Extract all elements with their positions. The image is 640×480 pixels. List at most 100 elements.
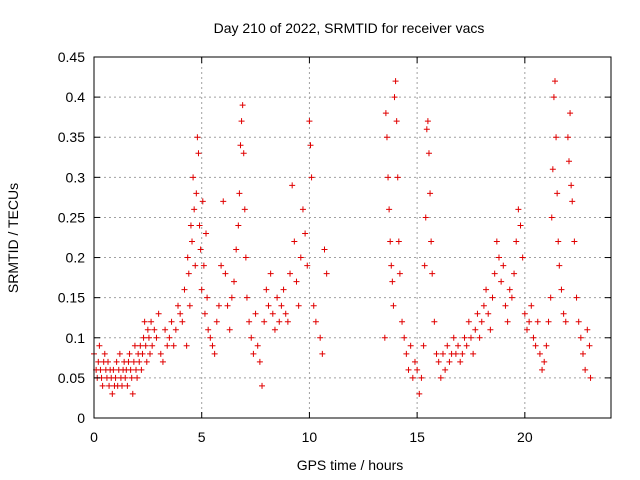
data-point xyxy=(450,334,457,341)
data-point xyxy=(166,334,173,341)
data-point xyxy=(528,302,535,309)
data-point xyxy=(431,318,438,325)
chart-title: Day 210 of 2022, SRMTID for receiver vac… xyxy=(214,20,485,36)
data-point xyxy=(418,374,425,381)
data-point xyxy=(405,366,412,373)
data-point xyxy=(562,318,569,325)
data-point xyxy=(243,294,250,301)
data-point xyxy=(295,302,302,309)
data-point xyxy=(127,366,134,373)
data-point xyxy=(256,358,263,365)
data-point xyxy=(577,334,584,341)
data-point xyxy=(110,366,117,373)
data-point xyxy=(381,334,388,341)
data-point xyxy=(129,390,136,397)
data-point xyxy=(575,318,582,325)
data-point xyxy=(122,374,129,381)
data-point xyxy=(198,286,205,293)
data-point xyxy=(536,350,543,357)
data-point xyxy=(199,198,206,205)
data-point xyxy=(467,334,474,341)
data-point xyxy=(282,310,289,317)
data-point xyxy=(569,198,576,205)
data-point xyxy=(196,222,203,229)
data-point xyxy=(495,254,502,261)
data-point xyxy=(394,174,401,181)
data-point xyxy=(222,270,229,277)
y-tick-label: 0.1 xyxy=(66,330,86,346)
data-point xyxy=(271,326,278,333)
data-point xyxy=(278,302,285,309)
data-point xyxy=(238,118,245,125)
data-point xyxy=(207,334,214,341)
data-point xyxy=(189,238,196,245)
data-point xyxy=(149,342,156,349)
data-point xyxy=(382,110,389,117)
data-point xyxy=(155,310,162,317)
data-point xyxy=(226,326,233,333)
data-point xyxy=(584,326,591,333)
data-point xyxy=(399,318,406,325)
data-point xyxy=(555,238,562,245)
data-point xyxy=(455,342,462,349)
data-point xyxy=(560,310,567,317)
data-point xyxy=(140,334,147,341)
data-point xyxy=(265,302,272,309)
data-point xyxy=(124,382,131,389)
data-point xyxy=(175,302,182,309)
data-point xyxy=(548,214,555,221)
data-point xyxy=(287,270,294,277)
data-point xyxy=(551,78,558,85)
data-point xyxy=(261,318,268,325)
data-point xyxy=(293,278,300,285)
data-point xyxy=(461,334,468,341)
data-point xyxy=(487,326,494,333)
data-point xyxy=(421,262,428,269)
data-point xyxy=(242,254,249,261)
data-point xyxy=(465,318,472,325)
data-point xyxy=(267,270,274,277)
data-point xyxy=(534,318,541,325)
data-point xyxy=(125,358,132,365)
data-point xyxy=(498,278,505,285)
data-point xyxy=(259,382,266,389)
data-point xyxy=(195,150,202,157)
y-tick-label: 0.45 xyxy=(58,49,85,65)
data-point xyxy=(113,358,120,365)
x-axis-label: GPS time / hours xyxy=(297,457,404,473)
data-point xyxy=(428,238,435,245)
data-point xyxy=(248,334,255,341)
data-point xyxy=(391,94,398,101)
data-point xyxy=(159,358,166,365)
data-point xyxy=(491,270,498,277)
data-point xyxy=(201,310,208,317)
data-point xyxy=(532,342,539,349)
grid-lines xyxy=(94,57,611,418)
data-point xyxy=(423,126,430,133)
data-point xyxy=(416,390,423,397)
y-tick-label: 0 xyxy=(77,410,85,426)
data-point xyxy=(321,246,328,253)
y-axis-label: SRMTID / TECUs xyxy=(5,183,21,293)
data-point xyxy=(409,374,416,381)
data-point xyxy=(133,366,140,373)
data-point xyxy=(420,342,427,349)
x-tick-label: 10 xyxy=(302,429,318,445)
data-point xyxy=(478,318,485,325)
data-point xyxy=(556,262,563,269)
data-point xyxy=(231,278,238,285)
data-point xyxy=(183,342,190,349)
data-point xyxy=(389,278,396,285)
data-point xyxy=(553,134,560,141)
data-point xyxy=(148,318,155,325)
data-point xyxy=(233,246,240,253)
data-point xyxy=(200,262,207,269)
data-point xyxy=(521,310,528,317)
data-point xyxy=(218,262,225,269)
data-point xyxy=(472,326,479,333)
data-point xyxy=(235,222,242,229)
data-point xyxy=(304,262,311,269)
data-point xyxy=(310,302,317,309)
data-point xyxy=(144,326,151,333)
data-point xyxy=(237,142,244,149)
